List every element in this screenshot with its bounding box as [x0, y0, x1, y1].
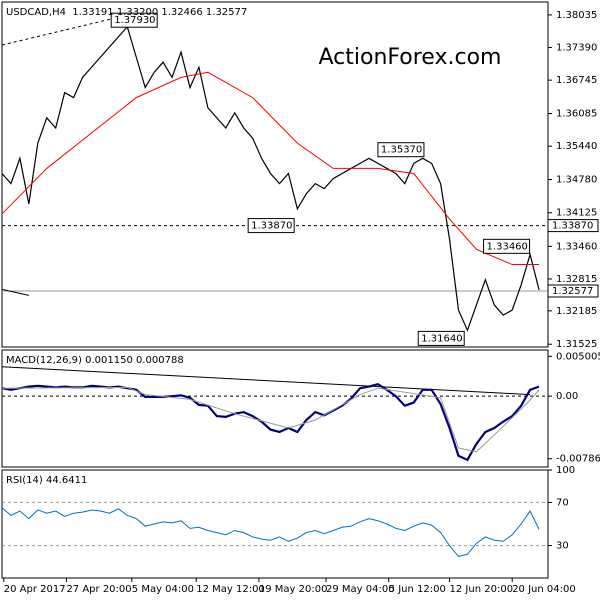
y-tick-label: 70 [556, 497, 569, 508]
y-tick-label: 100 [556, 465, 575, 476]
x-tick-label: 29 May 04:00 [326, 584, 395, 595]
annotation-label: 1.31640 [421, 333, 462, 344]
x-tick-label: 12 May 12:00 [196, 584, 265, 595]
level-label: 1.32577 [552, 286, 593, 297]
panel-border [1, 349, 549, 468]
level-label-box [547, 219, 599, 233]
level-label: 1.33870 [552, 221, 593, 232]
y-tick-label: 0.00 [556, 391, 578, 402]
x-tick-label: 20 Jun 04:00 [512, 584, 576, 595]
series-line [1, 25, 540, 332]
y-tick-label: 1.33460 [556, 241, 597, 252]
annotation-box [110, 12, 158, 28]
annotation-label: 1.33460 [487, 241, 528, 252]
series-line [1, 383, 540, 462]
panel-title: USDCAD,H4 1.33191 1.33200 1.32466 1.3257… [6, 7, 247, 18]
panel-title: RSI(14) 44.6411 [6, 475, 87, 486]
y-tick-label: 1.36745 [556, 75, 597, 86]
panel-title: MACD(12,26,9) 0.001150 0.000788 [6, 355, 184, 366]
x-tick-label: 12 Jun 20:00 [450, 584, 514, 595]
annotation-label: 1.35370 [381, 145, 422, 156]
x-tick-label: 27 Apr 20:00 [66, 584, 131, 595]
series-line [1, 71, 540, 266]
x-tick-label: 5 Jun 12:00 [389, 584, 446, 595]
panel-border [1, 1, 549, 348]
y-tick-label: 1.32815 [556, 274, 597, 285]
series-line [1, 507, 540, 557]
x-tick-label: 5 May 04:00 [132, 584, 194, 595]
annotation-box [417, 330, 465, 346]
trend-line [1, 366, 531, 396]
watermark: ActionForex.com [319, 45, 502, 70]
y-tick-label: 1.34125 [556, 208, 597, 219]
trend-line [1, 288, 29, 296]
annotation-box [377, 142, 425, 158]
x-tick-label: 19 May 20:00 [259, 584, 328, 595]
y-tick-label: 1.37390 [556, 43, 597, 54]
y-tick-label: 30 [556, 541, 569, 552]
series-line [1, 386, 540, 453]
annotation-label: 1.33870 [251, 221, 292, 232]
y-tick-label: 1.32185 [556, 306, 597, 317]
y-tick-label: 1.36085 [556, 109, 597, 120]
y-tick-label: 1.34780 [556, 175, 597, 186]
level-label-box [547, 284, 599, 298]
y-tick-label: 1.38035 [556, 10, 597, 21]
y-tick-label: 1.35440 [556, 141, 597, 152]
annotation-box [483, 238, 531, 254]
panel-border [1, 469, 549, 579]
annotation-box [247, 218, 295, 234]
y-tick-label: 1.31525 [556, 339, 597, 350]
y-tick-label: -0.007862 [556, 454, 600, 465]
annotation-label: 1.37930 [114, 15, 155, 26]
x-tick-label: 20 Apr 2017 [4, 584, 66, 595]
y-tick-label: 0.005005 [556, 351, 600, 362]
